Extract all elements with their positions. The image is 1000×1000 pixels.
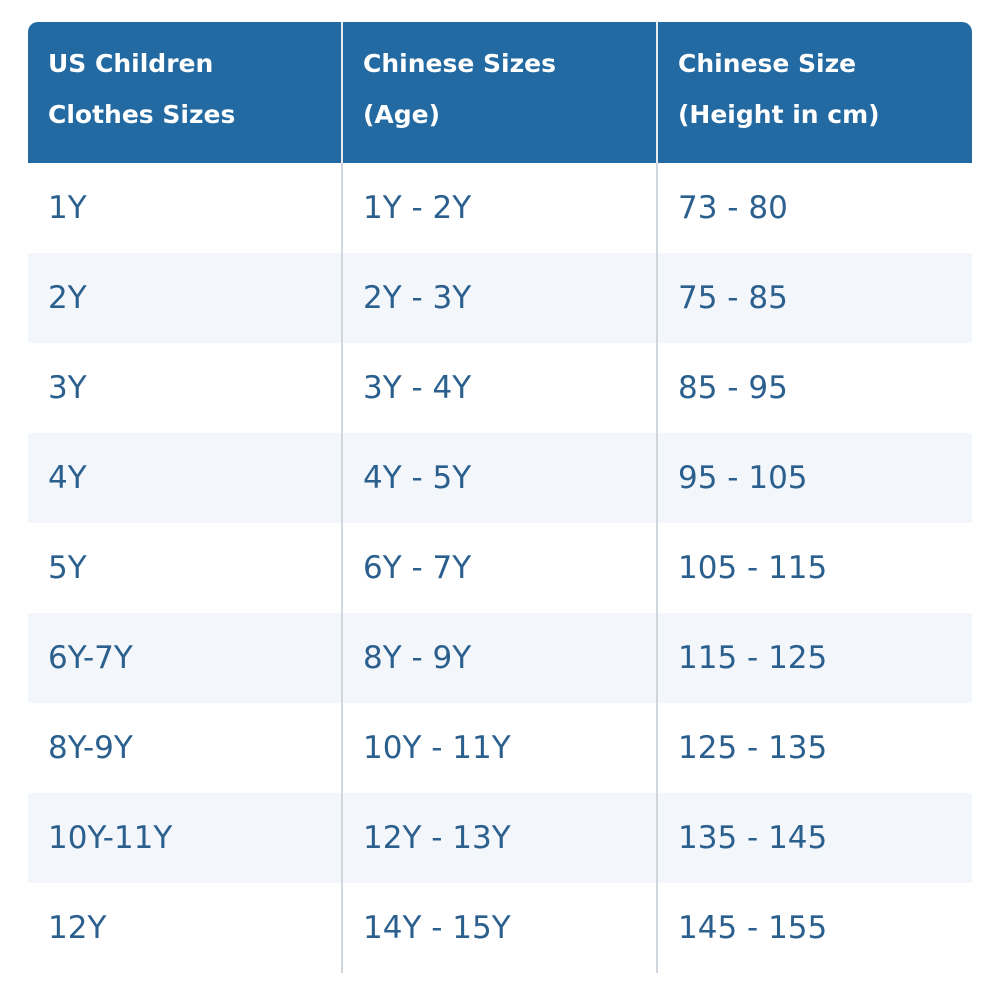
cell-chinese-age: 14Y - 15Y bbox=[341, 883, 657, 973]
cell-chinese-age: 6Y - 7Y bbox=[341, 523, 657, 613]
cell-chinese-age: 12Y - 13Y bbox=[341, 793, 657, 883]
cell-us-size: 4Y bbox=[28, 433, 342, 523]
table-row: 12Y 14Y - 15Y 145 - 155 bbox=[28, 883, 972, 973]
cell-chinese-height: 95 - 105 bbox=[656, 433, 972, 523]
header-chinese-height: Chinese Size (Height in cm) bbox=[656, 22, 972, 163]
table-header: US Children Clothes Sizes Chinese Sizes … bbox=[28, 22, 972, 163]
table-row: 4Y 4Y - 5Y 95 - 105 bbox=[28, 433, 972, 523]
cell-chinese-age: 10Y - 11Y bbox=[341, 703, 657, 793]
header-row: US Children Clothes Sizes Chinese Sizes … bbox=[28, 22, 972, 163]
cell-chinese-height: 125 - 135 bbox=[656, 703, 972, 793]
cell-us-size: 5Y bbox=[28, 523, 342, 613]
cell-chinese-height: 115 - 125 bbox=[656, 613, 972, 703]
table-row: 2Y 2Y - 3Y 75 - 85 bbox=[28, 253, 972, 343]
table-row: 8Y-9Y 10Y - 11Y 125 - 135 bbox=[28, 703, 972, 793]
size-chart-table-container: US Children Clothes Sizes Chinese Sizes … bbox=[28, 22, 972, 973]
cell-us-size: 8Y-9Y bbox=[28, 703, 342, 793]
cell-us-size: 6Y-7Y bbox=[28, 613, 342, 703]
cell-us-size: 12Y bbox=[28, 883, 342, 973]
cell-chinese-height: 135 - 145 bbox=[656, 793, 972, 883]
cell-us-size: 2Y bbox=[28, 253, 342, 343]
table-row: 6Y-7Y 8Y - 9Y 115 - 125 bbox=[28, 613, 972, 703]
size-chart-table: US Children Clothes Sizes Chinese Sizes … bbox=[28, 22, 972, 973]
table-row: 10Y-11Y 12Y - 13Y 135 - 145 bbox=[28, 793, 972, 883]
cell-chinese-height: 75 - 85 bbox=[656, 253, 972, 343]
cell-chinese-age: 4Y - 5Y bbox=[341, 433, 657, 523]
header-chinese-age: Chinese Sizes (Age) bbox=[341, 22, 657, 163]
cell-us-size: 1Y bbox=[28, 163, 342, 253]
cell-us-size: 3Y bbox=[28, 343, 342, 433]
table-row: 3Y 3Y - 4Y 85 - 95 bbox=[28, 343, 972, 433]
cell-chinese-age: 2Y - 3Y bbox=[341, 253, 657, 343]
table-row: 5Y 6Y - 7Y 105 - 115 bbox=[28, 523, 972, 613]
cell-chinese-height: 85 - 95 bbox=[656, 343, 972, 433]
cell-chinese-age: 3Y - 4Y bbox=[341, 343, 657, 433]
cell-us-size: 10Y-11Y bbox=[28, 793, 342, 883]
table-body: 1Y 1Y - 2Y 73 - 80 2Y 2Y - 3Y 75 - 85 3Y… bbox=[28, 163, 972, 973]
cell-chinese-age: 8Y - 9Y bbox=[341, 613, 657, 703]
cell-chinese-height: 105 - 115 bbox=[656, 523, 972, 613]
cell-chinese-height: 73 - 80 bbox=[656, 163, 972, 253]
table-row: 1Y 1Y - 2Y 73 - 80 bbox=[28, 163, 972, 253]
cell-chinese-height: 145 - 155 bbox=[656, 883, 972, 973]
header-us-size: US Children Clothes Sizes bbox=[28, 22, 342, 163]
cell-chinese-age: 1Y - 2Y bbox=[341, 163, 657, 253]
